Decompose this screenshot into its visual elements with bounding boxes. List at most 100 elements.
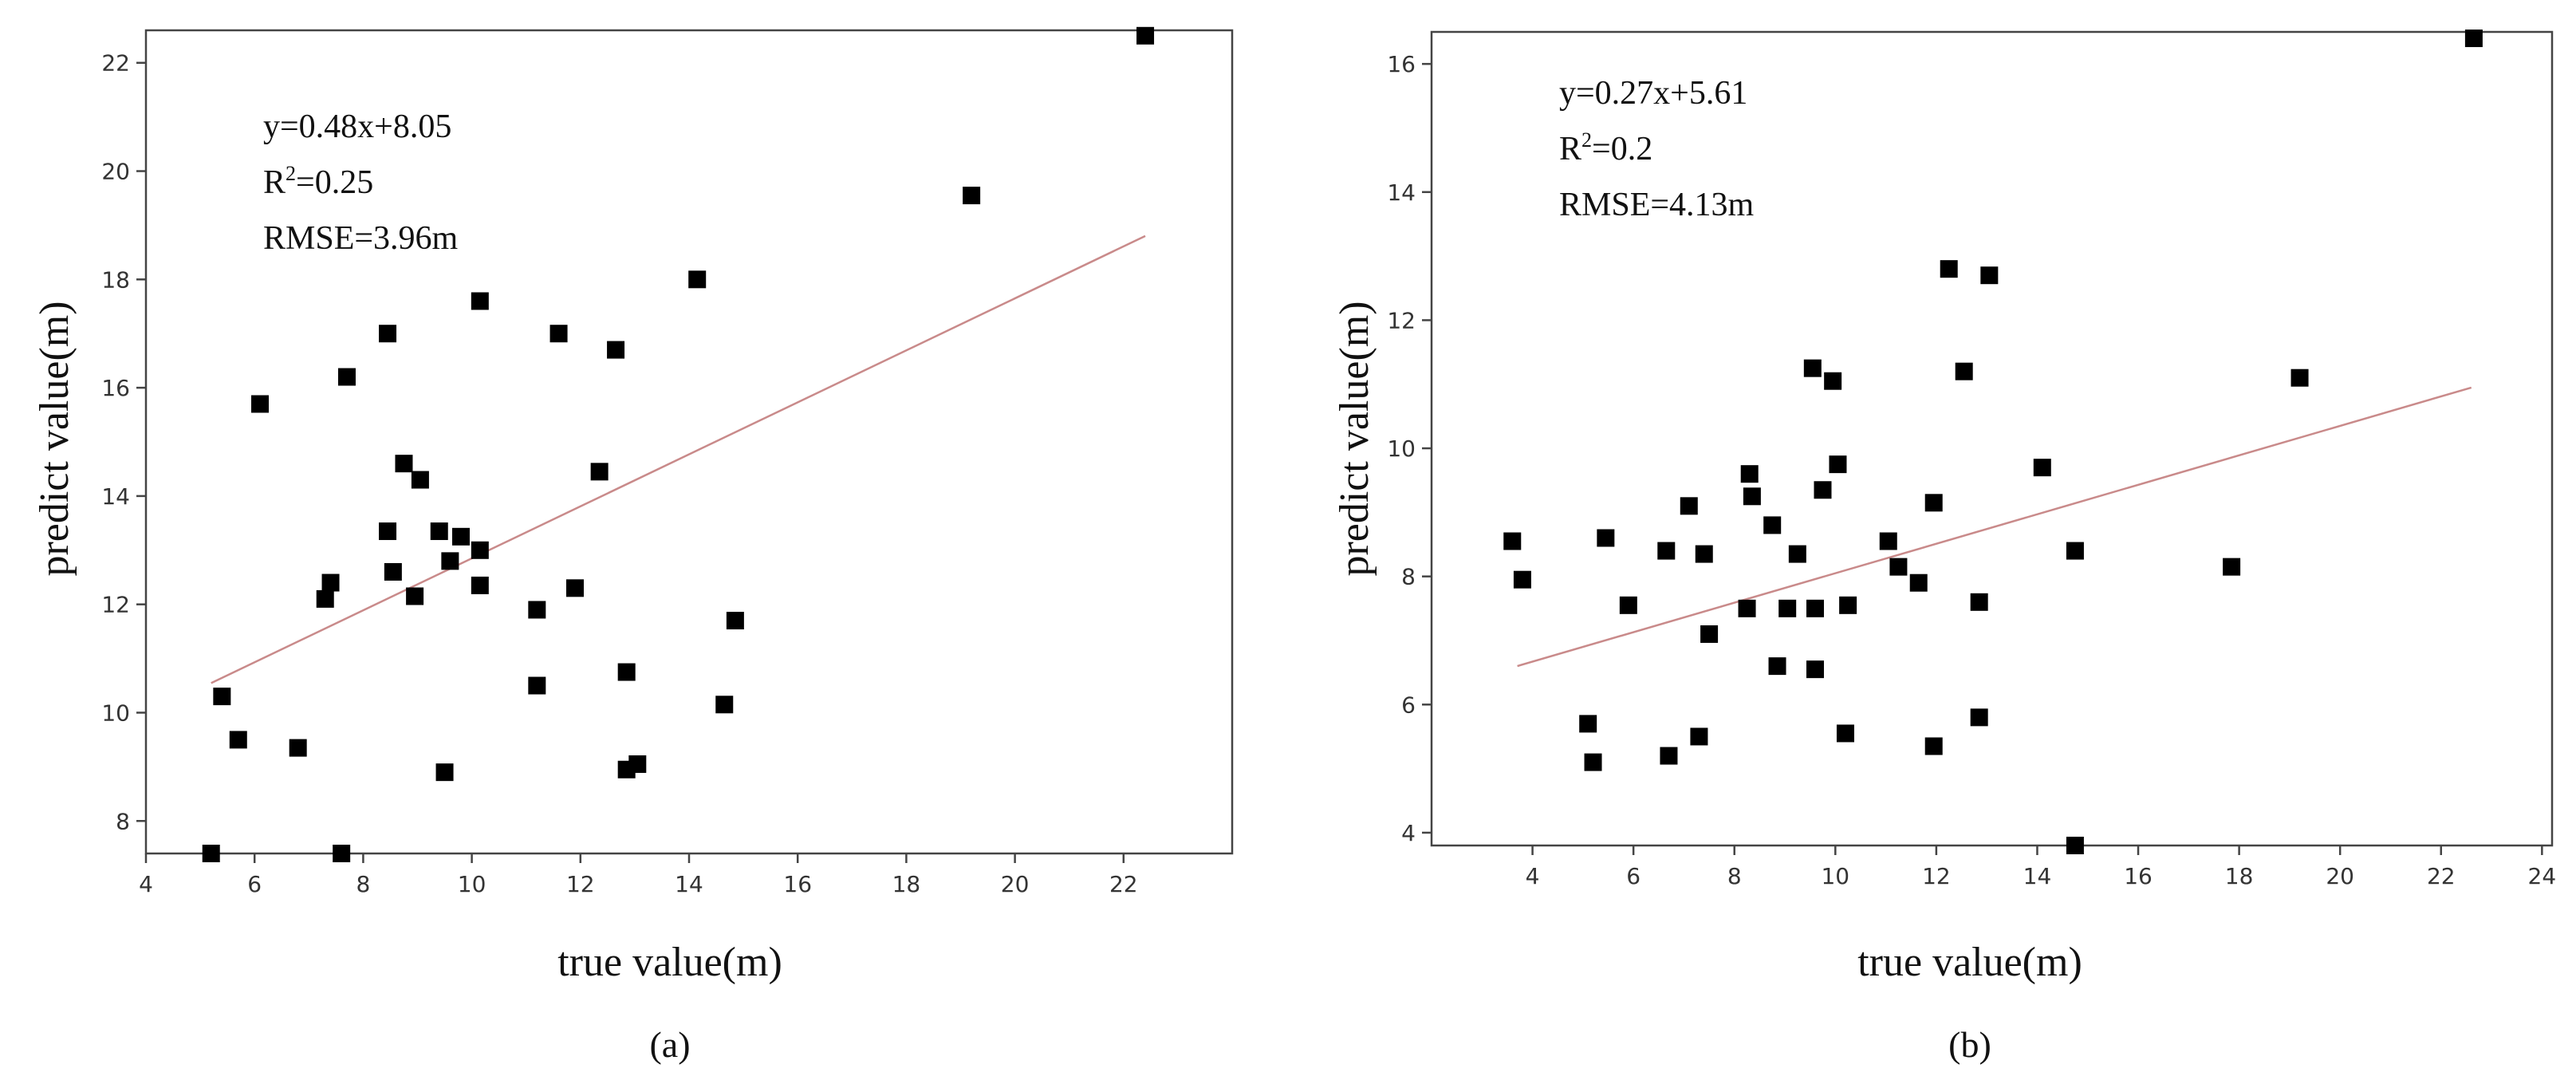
data-point-a: [471, 576, 489, 594]
equation-a: y=0.48x+8.05: [263, 108, 451, 145]
data-point-a: [590, 463, 609, 481]
data-point-b: [1584, 753, 1602, 771]
fit-line-b: [1517, 386, 2472, 668]
x-tick-label-b: 22: [2427, 863, 2456, 889]
x-axis-ticks-b: 4 6 8 10 12 14 16 18 20 22 24: [1526, 845, 2557, 889]
data-point-b: [1836, 724, 1854, 743]
data-point-a: [384, 562, 402, 581]
x-tick-label-a: 12: [566, 871, 595, 897]
data-point-b: [1763, 516, 1782, 534]
data-point-b: [1597, 529, 1615, 547]
data-point-b: [1970, 708, 1988, 727]
data-point-b: [1503, 532, 1522, 550]
x-tick-label-a: 16: [783, 871, 812, 897]
data-point-b: [1889, 558, 1908, 576]
data-point-b: [1738, 599, 1756, 617]
plot-frame-b: [1430, 30, 2554, 847]
x-tick-label-b: 24: [2528, 863, 2557, 889]
data-point-b: [1768, 657, 1786, 676]
data-point-a: [435, 763, 454, 782]
rmse-b: RMSE=4.13m: [1559, 187, 1755, 223]
data-point-b: [1660, 747, 1678, 765]
data-point-a: [395, 455, 413, 473]
data-point-b: [1619, 596, 1637, 614]
y-axis-title-b: predict value(m): [1332, 301, 1377, 576]
data-point-a: [321, 574, 340, 592]
data-point-b: [2033, 459, 2051, 477]
x-tick-label-a: 8: [356, 871, 370, 897]
data-point-a: [565, 579, 584, 597]
data-point-a: [333, 845, 351, 862]
r2-b: R2=0.2: [1559, 128, 1652, 168]
data-point-b: [1970, 593, 1988, 611]
data-point-a: [229, 731, 247, 749]
x-tick-label-a: 6: [247, 871, 262, 897]
data-point-b: [1814, 481, 1832, 499]
data-point-a: [549, 325, 568, 343]
data-point-b: [1879, 532, 1897, 550]
data-point-b: [1743, 487, 1761, 506]
y-tick-label-a: 16: [101, 375, 130, 401]
y-tick-label-b: 4: [1401, 820, 1416, 846]
x-tick-label-a: 4: [139, 871, 153, 897]
y-tick-label-b: 12: [1387, 307, 1416, 333]
data-point-a: [963, 187, 981, 205]
x-axis-ticks-a: 4 6 8 10 12 14 16 18 20 22: [139, 853, 1138, 897]
panel-label-b: (b): [1948, 1024, 1991, 1065]
data-point-a: [379, 325, 397, 343]
y-tick-label-b: 10: [1387, 436, 1416, 462]
y-tick-label-a: 18: [101, 266, 130, 293]
data-point-a: [688, 270, 707, 289]
y-tick-label-a: 10: [101, 700, 130, 726]
points-b: [1503, 30, 2483, 854]
equation-b: y=0.27x+5.61: [1559, 75, 1747, 112]
data-point-a: [607, 341, 625, 359]
y-tick-label-a: 8: [116, 808, 130, 834]
data-point-a: [202, 845, 220, 862]
y-tick-label-b: 8: [1401, 564, 1416, 590]
panel-a: 8 10 12 14 16 18 20 22 4 6 8 10 12 14 16 18 20 22 y=0.48…: [32, 26, 1234, 1065]
data-point-b: [1695, 545, 1713, 563]
fit-line-a: [211, 235, 1146, 684]
points-a: [202, 26, 1155, 862]
x-tick-label-b: 6: [1626, 863, 1641, 889]
data-point-a: [451, 527, 470, 546]
y-tick-label-b: 6: [1401, 692, 1416, 718]
data-point-b: [2066, 837, 2084, 854]
r2-value-b: =0.2: [1592, 131, 1652, 168]
plot-frame-a: [144, 29, 1234, 855]
data-point-b: [1955, 362, 1973, 380]
data-point-b: [1924, 494, 1943, 512]
data-point-b: [2223, 558, 2241, 576]
data-point-b: [2464, 30, 2483, 48]
data-point-b: [1657, 542, 1676, 560]
data-point-b: [1803, 359, 1822, 377]
y-tick-label-a: 12: [101, 592, 130, 618]
y-tick-label-b: 16: [1387, 51, 1416, 77]
rmse-a: RMSE=3.96m: [263, 220, 459, 257]
r2-prefix-a: R: [263, 164, 286, 201]
r2-sup-a: 2: [286, 162, 296, 185]
data-point-b: [1513, 570, 1531, 589]
y-tick-label-a: 14: [101, 483, 130, 510]
y-axis-title-a: predict value(m): [32, 301, 77, 576]
r2-sup-b: 2: [1581, 128, 1592, 152]
y-tick-label-b: 14: [1387, 179, 1416, 206]
y-axis-ticks-a: 8 10 12 14 16 18 20 22: [101, 50, 146, 834]
x-tick-label-a: 14: [675, 871, 703, 897]
x-tick-label-b: 10: [1821, 863, 1849, 889]
x-tick-label-b: 12: [1922, 863, 1951, 889]
data-point-b: [1940, 260, 1958, 278]
data-point-a: [528, 676, 546, 695]
data-point-b: [1788, 545, 1806, 563]
data-point-a: [1136, 26, 1155, 45]
x-axis-title-b: true value(m): [1857, 940, 2082, 985]
x-axis-title-a: true value(m): [557, 940, 782, 985]
data-point-b: [1924, 737, 1943, 755]
x-tick-label-b: 14: [2023, 863, 2052, 889]
data-point-b: [1690, 727, 1708, 746]
data-point-b: [1829, 455, 1847, 474]
data-point-a: [406, 587, 424, 605]
data-point-b: [1980, 266, 1999, 285]
